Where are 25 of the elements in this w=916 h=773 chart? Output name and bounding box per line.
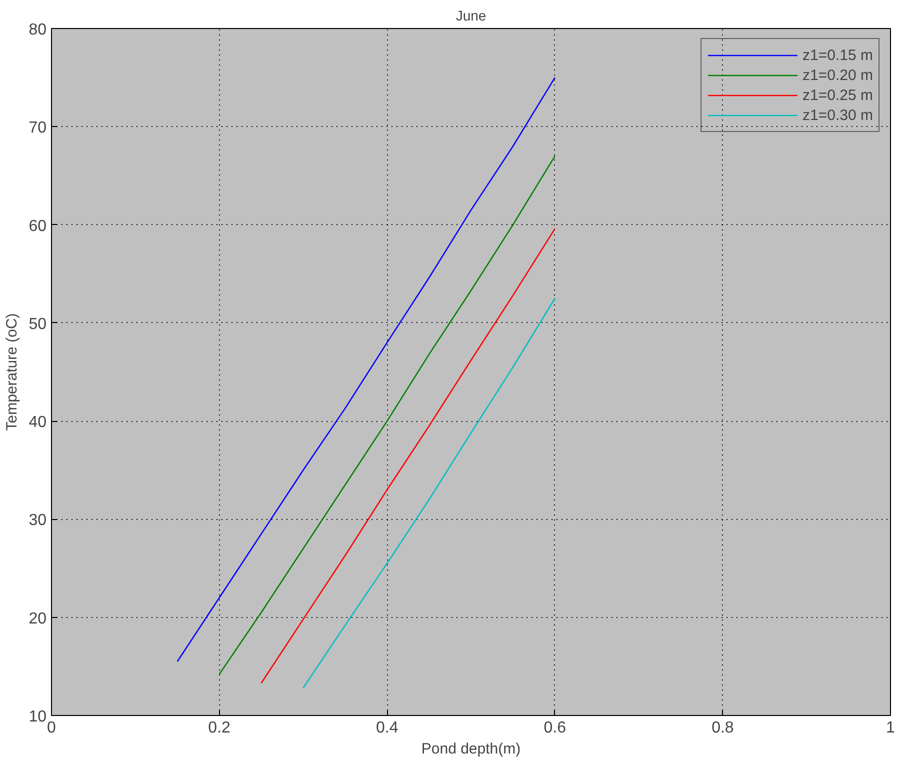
x-tick-label: 0.4 (376, 720, 398, 736)
y-axis-title: Temperature (oC) (4, 313, 21, 431)
y-tick-label: 20 (28, 610, 47, 628)
x-tick-label: 1 (886, 720, 896, 736)
line-series (176, 76, 556, 662)
x-tick-label: 0 (47, 720, 56, 736)
text: z1=0.25 m (802, 86, 873, 104)
x-tick-label: 0.2 (208, 720, 231, 736)
y-tick-label: 10 (28, 708, 47, 726)
y-tick-label: 60 (28, 218, 47, 235)
text: z1=0.20 m (802, 66, 873, 84)
chart-title: June (456, 8, 486, 24)
y-tick-label: 70 (28, 120, 47, 137)
x-tick-label: 0.8 (712, 720, 734, 736)
line-series (302, 298, 556, 689)
text: z1=0.15 m (802, 46, 873, 64)
x-axis-title: Pond depth(m) (421, 740, 521, 758)
y-tick-label: 30 (28, 512, 47, 530)
y-tick-label: 40 (28, 414, 47, 432)
y-tick-label: 50 (28, 316, 47, 333)
y-tick-label: 80 (28, 22, 47, 38)
line-series (218, 155, 556, 675)
x-tick-label: 0.6 (544, 720, 566, 736)
text: z1=0.30 m (802, 106, 873, 124)
line-series (260, 228, 556, 684)
